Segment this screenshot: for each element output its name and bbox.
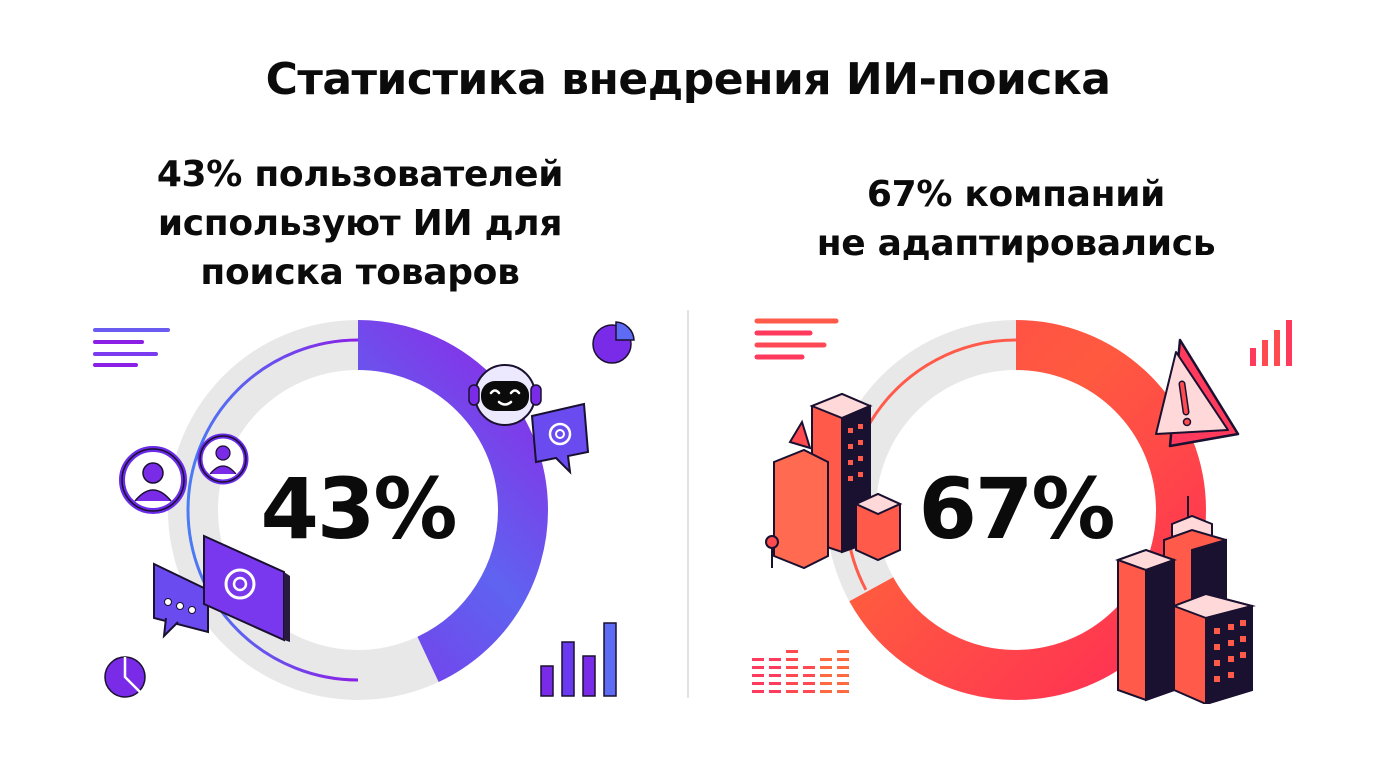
menu-lines-icon — [754, 318, 839, 360]
donut-segment-43 — [168, 320, 548, 700]
bar-chart-icon — [1250, 320, 1292, 366]
left-heading-line: используют ИИ для — [157, 203, 563, 244]
chat-ellipsis-icon — [153, 562, 209, 639]
right-center-value: 67% — [918, 460, 1115, 558]
donut-chart-users — [168, 320, 548, 700]
office-buildings-icon — [765, 392, 903, 570]
left-center-value: 43% — [260, 460, 457, 558]
page-title: Статистика внедрения ИИ-поиска — [265, 54, 1111, 105]
pie-chart-icon — [104, 656, 146, 698]
user-avatar-icon — [119, 446, 187, 514]
pie-chart-icon — [592, 321, 635, 364]
donut-segment-67 — [826, 320, 1206, 700]
left-heading-line: 43% пользователей — [156, 154, 564, 195]
ai-chat-bubble-icon — [530, 402, 590, 475]
right-heading: 67% компаний не адаптировались — [766, 170, 1266, 268]
ai-logo-card-icon — [203, 534, 290, 642]
bar-chart-icon — [540, 622, 617, 697]
panel-divider — [687, 310, 689, 698]
right-heading-line: 67% компаний — [866, 174, 1166, 215]
menu-lines-icon — [93, 328, 170, 367]
warning-triangle-icon — [1155, 338, 1240, 448]
user-avatar-icon — [197, 433, 249, 485]
robot-assistant-icon — [468, 364, 542, 426]
equalizer-icon — [752, 650, 849, 693]
right-heading-line: не адаптировались — [816, 223, 1216, 264]
left-heading-line: поиска товаров — [200, 252, 520, 293]
office-buildings-icon — [1115, 496, 1256, 704]
left-heading: 43% пользователей используют ИИ для поис… — [110, 150, 610, 297]
